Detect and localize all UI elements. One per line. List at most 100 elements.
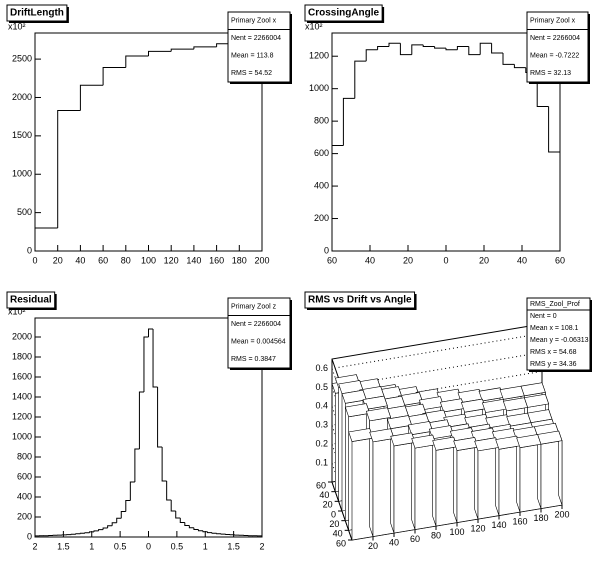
chart-title: DriftLength — [10, 8, 64, 19]
z-tick-label: 0.3 — [315, 420, 328, 430]
x-tick-label: 180 — [232, 255, 247, 265]
bar-top — [348, 428, 374, 442]
title-box — [304, 4, 383, 22]
chart-title: Residual — [10, 295, 52, 306]
bar-top — [344, 403, 371, 418]
stats-title: RMS_Zool_Prof — [530, 301, 580, 308]
hist-bin — [170, 500, 176, 512]
hist-bin — [84, 532, 90, 534]
x-tick-label: 60 — [98, 255, 108, 265]
hist-bin — [502, 52, 515, 65]
y-tick-label: 2000 — [12, 92, 32, 102]
stats-title: Primary Zool x — [231, 18, 277, 25]
axis-multiplier: x10² — [305, 21, 323, 31]
stats-title: Primary Zool x — [530, 18, 576, 25]
hist-bin — [331, 144, 344, 251]
y-tick-label: 40 — [333, 529, 343, 539]
chart-title: CrossingAngle — [308, 8, 380, 19]
y-tick-label: 400 — [314, 180, 329, 190]
lego-bar — [432, 436, 458, 527]
frame — [34, 32, 263, 252]
z-tick-label: 0.1 — [315, 457, 328, 467]
hist-bin — [102, 67, 126, 86]
hist-bin — [216, 533, 222, 535]
stats-line: Mean = -0.7222 — [530, 53, 579, 60]
hist-bin — [148, 328, 154, 337]
hist-bin — [548, 106, 561, 251]
axis-multiplier: x10² — [8, 306, 26, 316]
bar-top — [362, 395, 388, 410]
bar-top — [407, 421, 434, 436]
bar-side — [558, 430, 563, 506]
lego-bar — [369, 428, 395, 537]
bar-side — [516, 436, 521, 513]
x-tick-label: 0 — [443, 255, 448, 265]
hist-bin — [152, 329, 158, 388]
stats-line: RMS = 54.52 — [231, 70, 272, 77]
x-tick-label: 100 — [141, 255, 156, 265]
x-tick-label: 100 — [449, 527, 464, 537]
x-tick-label: 1.5 — [57, 541, 70, 551]
x-tick-label: 200 — [254, 255, 269, 265]
hist-bin — [79, 532, 85, 534]
hist-bin — [188, 525, 194, 529]
stats-line: Mean = 0.004564 — [231, 339, 286, 346]
z-tick-label: 0.6 — [315, 363, 328, 373]
frame — [331, 32, 561, 252]
x-tick-label: 140 — [491, 520, 506, 530]
x-tick-label: 0.5 — [171, 541, 184, 551]
hist-bin — [175, 511, 181, 519]
stats-box — [526, 11, 589, 83]
hist-bin — [342, 97, 355, 146]
bar-top — [453, 437, 479, 451]
stats-line: Nent = 2266004 — [231, 35, 281, 42]
frame — [34, 317, 263, 538]
hist-bin — [207, 531, 213, 534]
bar-top — [520, 382, 546, 397]
hist-bin — [354, 60, 367, 99]
hist-bin — [79, 84, 104, 111]
hist-bin — [193, 527, 199, 530]
hist-bin — [445, 48, 458, 51]
x-tick-label: 80 — [431, 530, 441, 540]
hist-bin — [197, 529, 203, 532]
stats-line: Nent = 2266004 — [231, 321, 281, 328]
bar-top — [478, 387, 504, 402]
y-tick-label: 800 — [17, 451, 32, 461]
x-tick-label: 160 — [209, 255, 224, 265]
hist-bin — [479, 42, 492, 55]
y-tick-label: 60 — [316, 480, 326, 490]
x-tick-label: 2 — [32, 541, 37, 551]
hist-bin — [193, 46, 217, 50]
x-tick-label: 0.5 — [114, 541, 127, 551]
y-tick-label: 1500 — [12, 130, 32, 140]
hist-bin — [456, 45, 469, 50]
bar-top — [390, 432, 416, 447]
title-box — [6, 291, 56, 309]
bar-top — [481, 398, 508, 413]
y-tick-label: 1600 — [12, 371, 32, 381]
hist-bin — [111, 522, 117, 526]
x-tick-label: 1 — [89, 541, 94, 551]
y-tick-label: 1000 — [12, 431, 32, 441]
bar-top — [418, 396, 445, 411]
bar-top — [428, 425, 455, 440]
stats-line: RMS x = 54.68 — [530, 349, 577, 356]
bar-side — [369, 428, 374, 537]
y-tick-label: 0 — [324, 245, 329, 255]
lego-bar — [474, 437, 500, 520]
x-tick-label: 20 — [479, 255, 489, 265]
stats-line: RMS y = 34.36 — [530, 361, 577, 368]
z-tick-label: 0.5 — [315, 382, 328, 392]
y-tick-label: 2500 — [12, 53, 32, 63]
bar-top — [386, 415, 413, 430]
hist-bin — [256, 535, 263, 537]
y-tick-label: 600 — [17, 471, 32, 481]
bar-top — [432, 436, 458, 451]
stats-line: Mean x = 108.1 — [530, 325, 579, 332]
hist-bin — [422, 44, 435, 47]
hist-bin — [34, 227, 58, 251]
y-tick-label: 40 — [319, 490, 329, 500]
bar-top — [365, 407, 392, 422]
